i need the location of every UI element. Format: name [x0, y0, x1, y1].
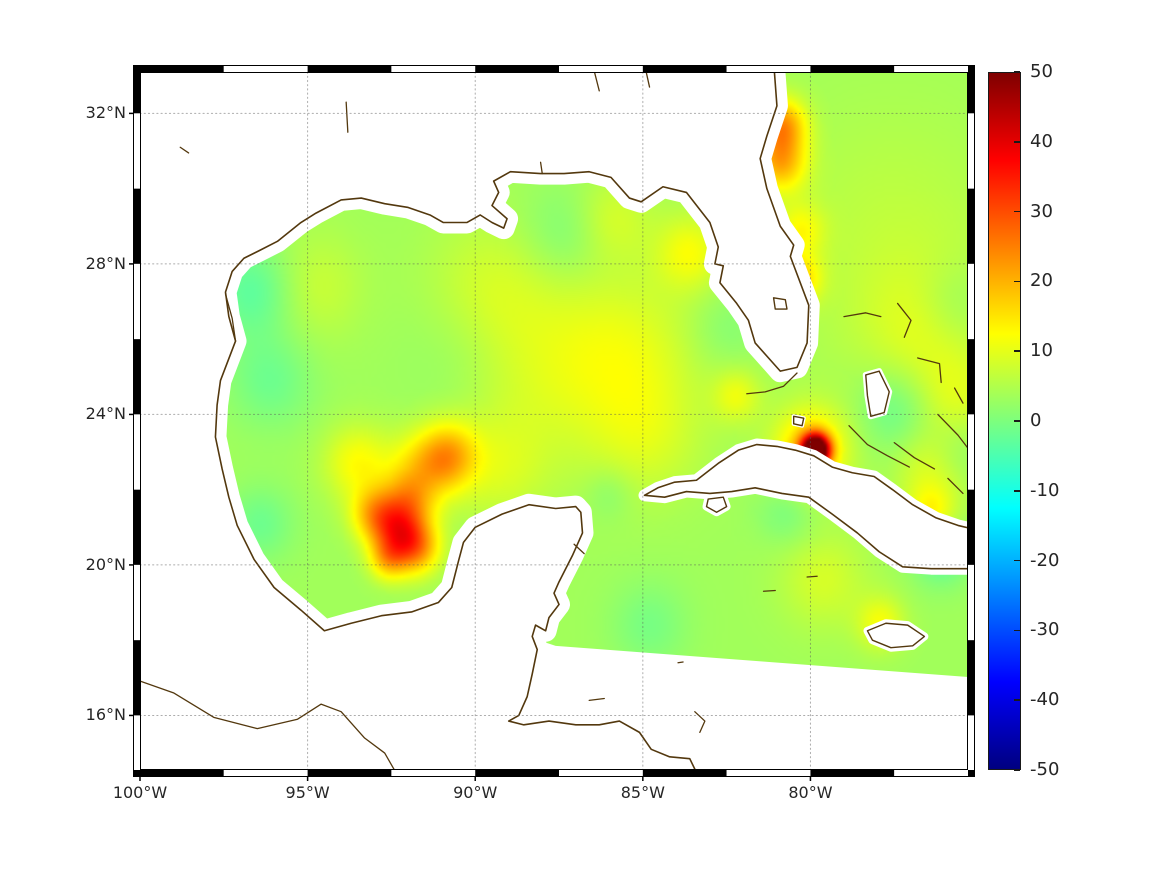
y-axis-tick-label: 28°N	[85, 253, 126, 273]
y-axis-tick-label: 24°N	[85, 404, 126, 424]
x-axis-tick-label: 95°W	[285, 783, 330, 802]
y-axis-tick-label: 20°N	[85, 554, 126, 574]
colorbar-tickmark	[1014, 280, 1020, 283]
colorbar-tickmark	[1014, 141, 1020, 143]
colorbar-tickmark	[1014, 769, 1020, 771]
colorbar-tick-label: -50	[1030, 759, 1060, 780]
x-axis-tick-label: 80°W	[788, 783, 833, 802]
colorbar-tickmark	[1014, 559, 1020, 562]
x-axis-tick-label: 100°W	[112, 783, 168, 802]
colorbar-tickmark	[1014, 490, 1020, 492]
colorbar-tickmark	[1014, 210, 1020, 213]
colorbar-tick-label: -20	[1030, 549, 1060, 571]
colorbar-tickmark	[1014, 420, 1020, 422]
y-axis-tick-label: 16°N	[85, 705, 126, 725]
colorbar-tick-label: 10	[1030, 340, 1053, 362]
colorbar-tickmark	[1014, 629, 1020, 632]
x-axis-tick-label: 90°W	[453, 783, 498, 802]
colorbar-tick-label: -40	[1030, 689, 1060, 711]
colorbar-tick-label: 20	[1030, 270, 1053, 292]
x-axis-tick-label: 85°W	[620, 783, 665, 802]
colorbar-tick-label: 0	[1030, 410, 1042, 431]
colorbar-tickmark	[1014, 350, 1020, 352]
colorbar-tick-label: 30	[1030, 200, 1053, 222]
y-axis-tick-label: 32°N	[85, 103, 126, 123]
colorbar-tick-label: 50	[1030, 61, 1053, 82]
colorbar-tick-label: -10	[1030, 479, 1060, 501]
colorbar-tickmark	[1014, 699, 1020, 701]
colorbar-tickmark	[1014, 71, 1020, 73]
colorbar-tick-label: -30	[1030, 619, 1060, 641]
colorbar-tick-label: 40	[1030, 130, 1053, 152]
